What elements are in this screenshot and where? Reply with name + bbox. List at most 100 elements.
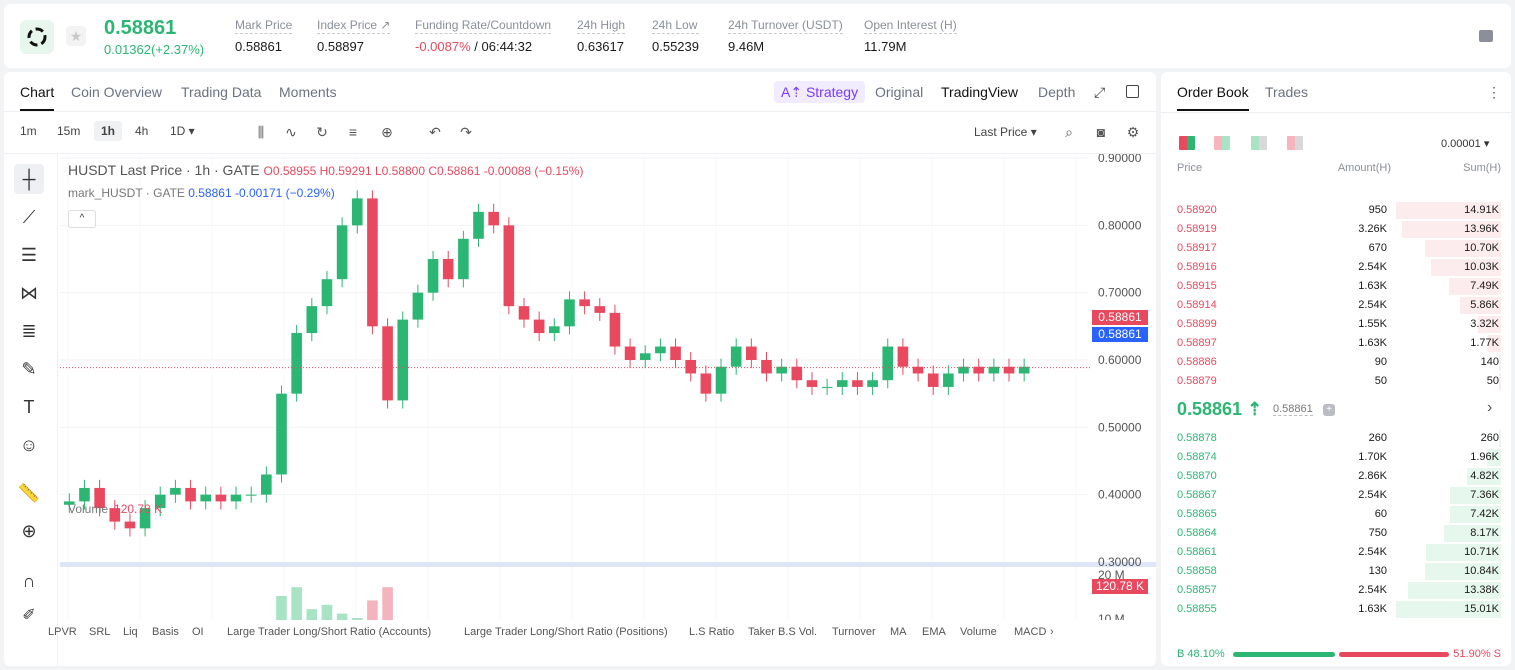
tab-chart[interactable]: Chart	[20, 84, 55, 111]
view-depth[interactable]: Depth	[1038, 84, 1076, 100]
layout2-icon[interactable]	[1214, 136, 1230, 150]
indicators-icon[interactable]: ∿	[285, 124, 297, 140]
bid-row[interactable]: 0.58861 2.54K 10.71K	[1161, 543, 1511, 562]
window-icon[interactable]	[1126, 85, 1139, 98]
tab-order-book[interactable]: Order Book	[1177, 84, 1249, 111]
indicator-11[interactable]: EMA	[922, 626, 946, 638]
pencil-lock-icon[interactable]: ✐	[22, 607, 36, 624]
ask-row[interactable]: 0.58886 90 140	[1161, 353, 1511, 372]
tf-15m[interactable]: 15m	[57, 124, 81, 138]
emoji-icon[interactable]: ☺	[19, 434, 39, 455]
bid-row[interactable]: 0.58870 2.86K 4.82K	[1161, 467, 1511, 486]
trendline-icon[interactable]: ⟋	[22, 206, 36, 227]
candle-body	[518, 306, 530, 320]
ask-row[interactable]: 0.58897 1.63K 1.77K	[1161, 334, 1511, 353]
replay-icon[interactable]: ↻	[316, 124, 328, 140]
indicator-1[interactable]: SRL	[89, 626, 111, 638]
row-amount: 2.54K	[1358, 584, 1387, 596]
strategy-button[interactable]: A⇡ Strategy	[774, 81, 866, 103]
indicator-12[interactable]: Volume	[960, 626, 997, 638]
info-icon[interactable]: +	[1323, 404, 1335, 416]
tab-coin-overview[interactable]: Coin Overview	[71, 84, 163, 100]
collapse-legend-button[interactable]: ^	[68, 210, 96, 228]
ask-row[interactable]: 0.58879 50 50	[1161, 372, 1511, 391]
ask-row[interactable]: 0.58899 1.55K 3.32K	[1161, 315, 1511, 334]
favorite-star-icon[interactable]: ★	[66, 26, 86, 46]
chevron-right-icon[interactable]: ›	[1487, 399, 1493, 416]
add-icon[interactable]: ⊕	[381, 124, 393, 140]
tab-trading-data[interactable]: Trading Data	[181, 84, 262, 100]
bid-row[interactable]: 0.58858 130 10.84K	[1161, 562, 1511, 581]
zoom-icon[interactable]: ⊕	[21, 520, 37, 541]
book-icon[interactable]	[1479, 30, 1493, 42]
indicator-2[interactable]: Liq	[123, 626, 138, 638]
last-price: 0.58861	[104, 17, 177, 39]
indicator-5[interactable]: Large Trader Long/Short Ratio (Accounts)	[227, 626, 432, 638]
stat-index-price[interactable]: Index Price ↗ 0.58897	[317, 18, 391, 54]
tab-moments[interactable]: Moments	[279, 84, 337, 100]
chart-tabs: Chart Coin Overview Trading Data Moments…	[4, 72, 1156, 112]
price-chart[interactable]: 0.90000 0.80000 0.70000 0.60000 0.50000 0.400…	[4, 154, 1156, 620]
row-sum: 5.86K	[1470, 299, 1499, 311]
asks-view-icon[interactable]	[1287, 136, 1303, 150]
indicator-4[interactable]: OI	[192, 626, 204, 638]
view-original[interactable]: Original	[875, 84, 924, 100]
ask-row[interactable]: 0.58920 950 14.91K	[1161, 201, 1511, 220]
last-price-select[interactable]: Last Price ▾	[974, 125, 1037, 139]
tab-trades[interactable]: Trades	[1265, 84, 1309, 100]
candle-type-icon[interactable]: ⫼	[257, 124, 265, 140]
indicator-0[interactable]: LPVR	[48, 626, 77, 638]
indicator-9[interactable]: Turnover	[832, 626, 876, 638]
tf-4h[interactable]: 4h	[135, 124, 149, 138]
mark-legend: mark_HUSDT · GATE 0.58861 -0.00171 (−0.2…	[68, 186, 335, 200]
more-icon[interactable]: ⋮	[1487, 84, 1501, 100]
precision-select[interactable]: 0.00001 ▾	[1441, 138, 1490, 150]
candle-body	[867, 380, 878, 387]
ask-row[interactable]: 0.58914 2.54K 5.86K	[1161, 296, 1511, 315]
row-amount: 1.63K	[1358, 280, 1387, 292]
indicator-13[interactable]: MACD	[1014, 626, 1047, 638]
expand-icon[interactable]: ⤢	[1094, 84, 1106, 100]
bid-row[interactable]: 0.58878 260 260	[1161, 429, 1511, 448]
view-tradingview[interactable]: TradingView	[941, 84, 1019, 100]
gear-icon[interactable]: ⚙	[1126, 124, 1140, 140]
indicator-6[interactable]: Large Trader Long/Short Ratio (Positions…	[464, 626, 668, 638]
brush-icon[interactable]: ✎	[21, 358, 37, 379]
tf-1d-dropdown[interactable]: 1D ▾	[170, 124, 195, 138]
ask-row[interactable]: 0.58916 2.54K 10.03K	[1161, 258, 1511, 277]
row-price: 0.58855	[1177, 603, 1217, 615]
pattern-icon[interactable]: ⋈	[20, 282, 38, 303]
indicator-10[interactable]: MA	[890, 626, 907, 638]
search-icon[interactable]: ⌕	[1065, 124, 1073, 140]
magnet-icon[interactable]: ∩	[22, 570, 36, 591]
row-sum: 260	[1480, 432, 1499, 444]
camera-icon[interactable]: ◙	[1096, 124, 1106, 140]
bid-row[interactable]: 0.58867 2.54K 7.36K	[1161, 486, 1511, 505]
ask-row[interactable]: 0.58915 1.63K 7.49K	[1161, 277, 1511, 296]
tf-1m[interactable]: 1m	[20, 124, 37, 138]
ruler-icon[interactable]: 📏	[17, 482, 41, 503]
candle-body	[730, 346, 742, 367]
fib-icon[interactable]: ☰	[20, 244, 38, 265]
indicator-3[interactable]: Basis	[152, 626, 179, 638]
ask-row[interactable]: 0.58917 670 10.70K	[1161, 239, 1511, 258]
undo-icon[interactable]: ↶	[429, 124, 441, 140]
candle-body	[291, 333, 302, 394]
text-icon[interactable]: T	[23, 396, 35, 417]
bid-row[interactable]: 0.58865 60 7.42K	[1161, 505, 1511, 524]
settings-list-icon[interactable]: ≡	[348, 124, 358, 140]
indicator-8[interactable]: Taker B.S Vol.	[748, 626, 818, 638]
ask-row[interactable]: 0.58919 3.26K 13.96K	[1161, 220, 1511, 239]
indicator-7[interactable]: L.S Ratio	[689, 626, 735, 638]
indicator-14[interactable]: ›	[1050, 626, 1054, 638]
crosshair-icon[interactable]: ┼	[14, 164, 44, 194]
bids-view-icon[interactable]	[1251, 136, 1267, 150]
redo-icon[interactable]: ↷	[460, 124, 472, 140]
both-view-icon[interactable]	[1179, 136, 1195, 150]
bid-row[interactable]: 0.58864 750 8.17K	[1161, 524, 1511, 543]
bid-row[interactable]: 0.58857 2.54K 13.38K	[1161, 581, 1511, 600]
bid-row[interactable]: 0.58855 1.63K 15.01K	[1161, 600, 1511, 619]
measure-lines-icon[interactable]: ≣	[21, 320, 37, 341]
tf-1h[interactable]: 1h	[94, 121, 123, 141]
bid-row[interactable]: 0.58874 1.70K 1.96K	[1161, 448, 1511, 467]
